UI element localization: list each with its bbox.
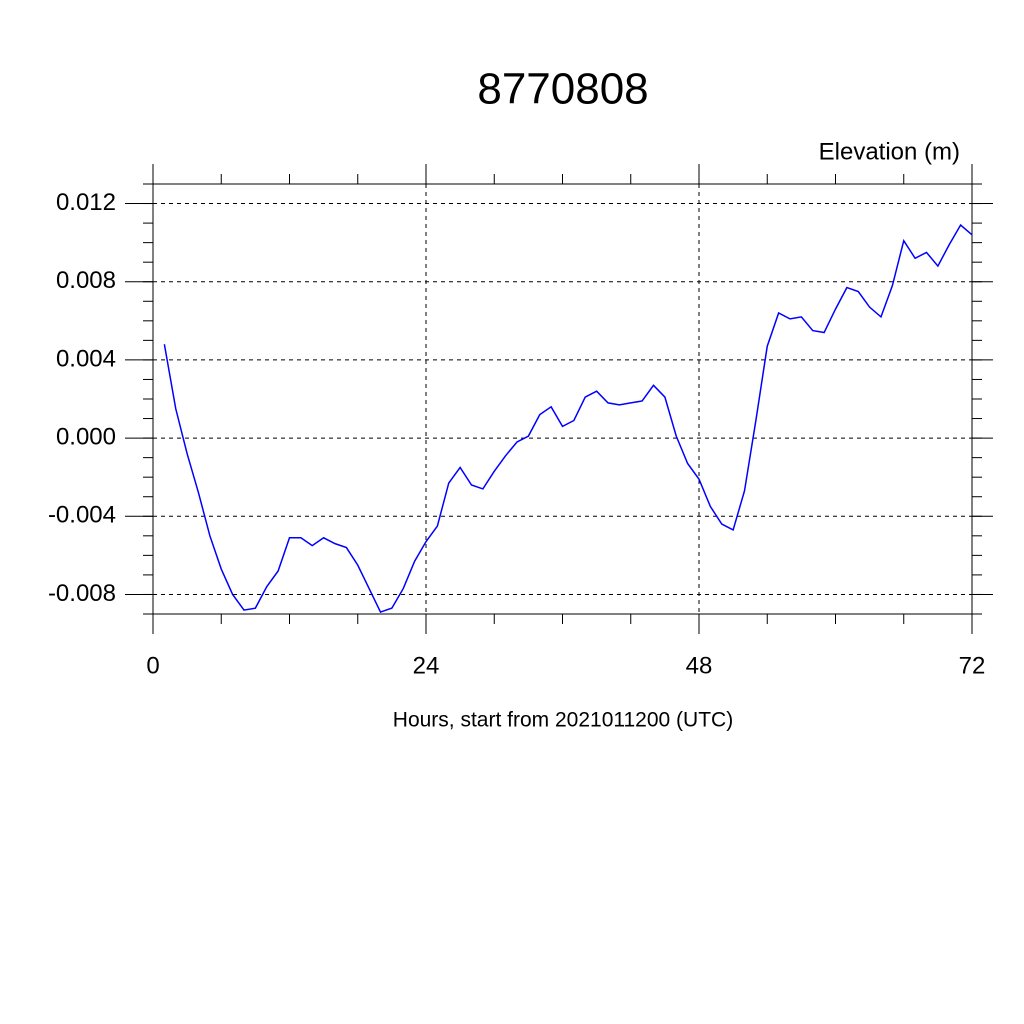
y-tick-label: 0.004	[56, 345, 116, 372]
plot-frame	[152, 183, 973, 615]
y-tick-label: -0.008	[48, 580, 116, 607]
chart-title: 8770808	[477, 65, 648, 114]
y-tick-label: 0.000	[56, 423, 116, 450]
y-tick-label: -0.004	[48, 502, 116, 529]
chart-subtitle: Elevation (m)	[819, 138, 960, 165]
y-tick-label: 0.012	[56, 189, 116, 216]
x-tick-label: 72	[959, 652, 986, 679]
y-tick-label: 0.008	[56, 267, 116, 294]
series-line	[163, 223, 973, 613]
x-tick-label: 0	[146, 652, 159, 679]
x-tick-label: 24	[413, 652, 440, 679]
x-tick-label: 48	[686, 652, 713, 679]
x-axis-label: Hours, start from 2021011200 (UTC)	[393, 709, 733, 732]
